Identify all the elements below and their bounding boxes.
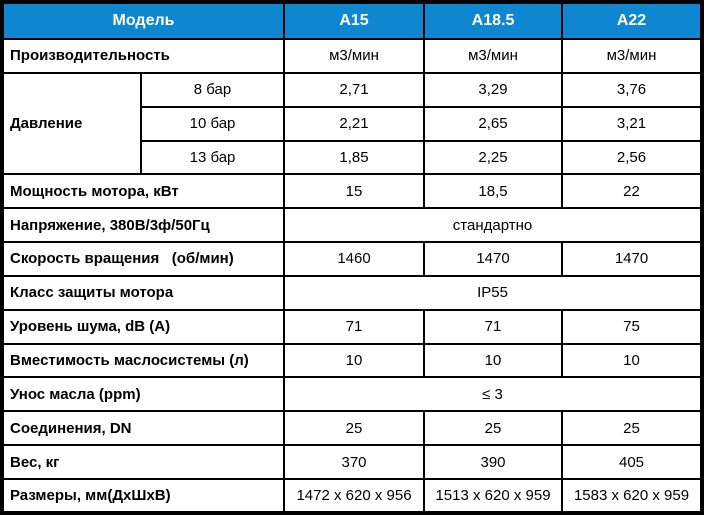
sub-label-13bar: 13 бар	[139, 139, 286, 176]
row-noise-level: Уровень шума, dB (A) 71 71 75	[0, 308, 704, 345]
sub-label-10bar: 10 бар	[139, 105, 286, 142]
row-weight: Вес, кг 370 390 405	[0, 444, 704, 480]
cell-capacity-a15: м3/мин	[283, 38, 426, 74]
row-label-oil-system-capacity: Вместимость маслосистемы (л)	[0, 342, 286, 379]
cell-oil-carryover-merged: ≤ 3	[283, 376, 704, 413]
row-label-voltage: Напряжение, 380В/3ф/50Гц	[0, 207, 286, 244]
row-label-pressure: Давление	[1, 71, 142, 176]
cell-dimensions-a18-5: 1513 x 620 x 959	[423, 477, 564, 515]
cell-oil-system-capacity-a18-5: 10	[423, 342, 564, 379]
row-label-oil-carryover: Унос масла (ppm)	[0, 376, 286, 413]
column-header-model: Модель	[0, 1, 286, 40]
cell-13bar-a22: 2,56	[561, 139, 704, 176]
cell-rotation-speed-a22: 1470	[561, 241, 704, 277]
row-pressure-8bar: Давление 8 бар 2,71 3,29 3,76	[1, 71, 704, 176]
row-pressure-10bar: 10 бар 2,21 2,65 3,21	[2, 105, 704, 142]
sub-label-8bar: 8 бар	[139, 71, 286, 108]
row-label-weight: Вес, кг	[0, 444, 286, 480]
cell-noise-level-a22: 75	[561, 308, 704, 345]
row-label-dimensions: Размеры, мм(ДхШхВ)	[0, 477, 286, 515]
cell-connections-a18-5: 25	[423, 410, 564, 447]
row-pressure-13bar: 13 бар 1,85 2,25 2,56	[2, 139, 704, 176]
cell-dimensions-a15: 1472 x 620 x 956	[283, 477, 426, 515]
row-label-rotation-speed: Скорость вращения (об/мин)	[0, 241, 286, 277]
cell-motor-power-a22: 22	[561, 173, 704, 210]
cell-connections-a22: 25	[561, 410, 704, 447]
cell-voltage-merged: стандартно	[283, 207, 704, 244]
cell-weight-a18-5: 390	[423, 444, 564, 480]
cell-noise-level-a15: 71	[283, 308, 426, 345]
row-voltage: Напряжение, 380В/3ф/50Гц стандартно	[0, 207, 704, 244]
cell-rotation-speed-a18-5: 1470	[423, 241, 564, 277]
cell-dimensions-a22: 1583 x 620 x 959	[561, 477, 704, 515]
row-label-connections: Соединения, DN	[0, 410, 286, 447]
cell-8bar-a22: 3,76	[561, 71, 704, 108]
row-label-protection-class: Класс защиты мотора	[0, 274, 286, 311]
cell-rotation-speed-a15: 1460	[283, 241, 426, 277]
cell-10bar-a18-5: 2,65	[423, 105, 564, 142]
row-label-capacity: Производительность	[0, 38, 286, 74]
cell-protection-class-merged: IP55	[283, 274, 704, 311]
cell-weight-a15: 370	[283, 444, 426, 480]
cell-10bar-a15: 2,21	[283, 105, 426, 142]
cell-10bar-a22: 3,21	[561, 105, 704, 142]
row-dimensions: Размеры, мм(ДхШхВ) 1472 x 620 x 956 1513…	[0, 477, 704, 515]
cell-13bar-a15: 1,85	[283, 139, 426, 176]
row-label-motor-power: Мощность мотора, кВт	[0, 173, 286, 210]
column-header-a18-5: A18.5	[423, 1, 564, 40]
cell-8bar-a15: 2,71	[283, 71, 426, 108]
row-protection-class: Класс защиты мотора IP55	[0, 274, 704, 311]
cell-oil-system-capacity-a22: 10	[561, 342, 704, 379]
cell-capacity-a18-5: м3/мин	[423, 38, 564, 74]
row-capacity: Производительность м3/мин м3/мин м3/мин	[0, 38, 704, 74]
cell-weight-a22: 405	[561, 444, 704, 480]
row-oil-carryover: Унос масла (ppm) ≤ 3	[0, 376, 704, 413]
cell-capacity-a22: м3/мин	[561, 38, 704, 74]
row-motor-power: Мощность мотора, кВт 15 18,5 22	[0, 173, 704, 210]
cell-noise-level-a18-5: 71	[423, 308, 564, 345]
cell-8bar-a18-5: 3,29	[423, 71, 564, 108]
column-header-a22: A22	[561, 1, 704, 40]
cell-13bar-a18-5: 2,25	[423, 139, 564, 176]
column-header-a15: A15	[283, 1, 426, 40]
row-oil-system-capacity: Вместимость маслосистемы (л) 10 10 10	[0, 342, 704, 379]
cell-connections-a15: 25	[283, 410, 426, 447]
cell-motor-power-a15: 15	[283, 173, 426, 210]
row-rotation-speed: Скорость вращения (об/мин) 1460 1470 147…	[0, 241, 704, 277]
cell-oil-system-capacity-a15: 10	[283, 342, 426, 379]
row-connections: Соединения, DN 25 25 25	[0, 410, 704, 447]
row-label-noise-level: Уровень шума, dB (A)	[0, 308, 286, 345]
cell-motor-power-a18-5: 18,5	[423, 173, 564, 210]
table-header-row: Модель A15 A18.5 A22	[0, 1, 704, 40]
